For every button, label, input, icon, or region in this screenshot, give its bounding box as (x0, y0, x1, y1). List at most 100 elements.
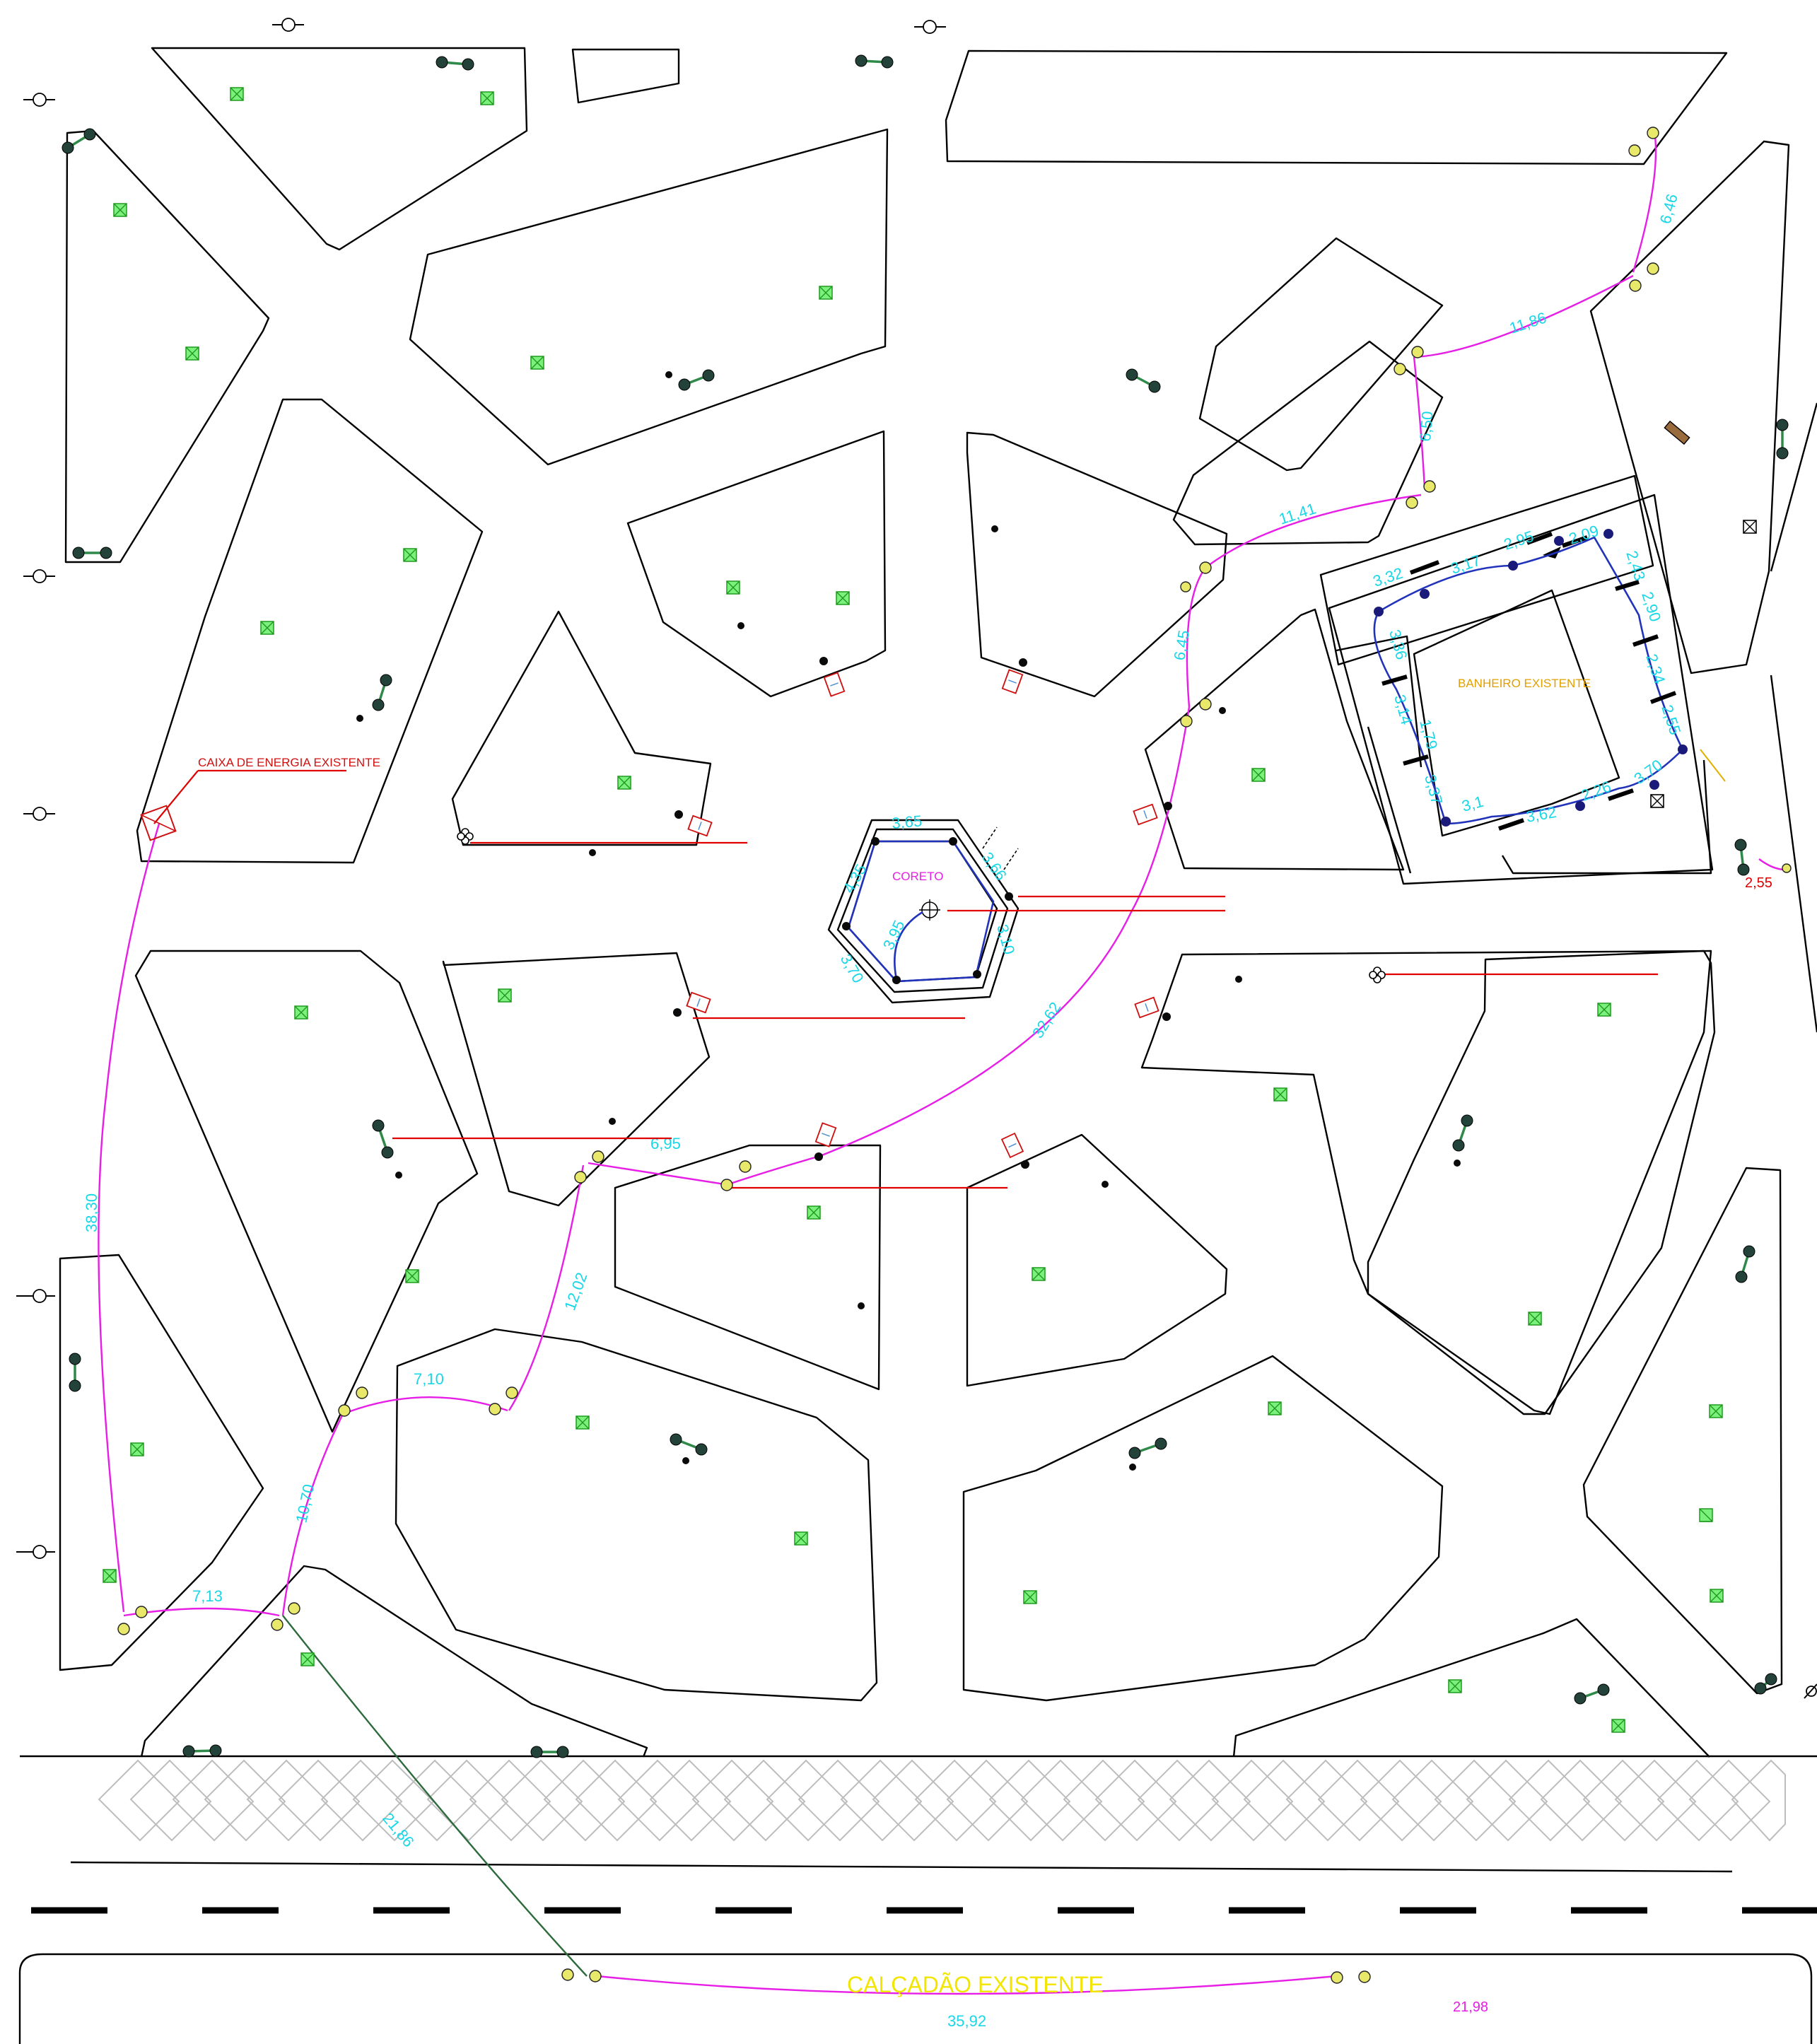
dim-11-41: 11,41 (1277, 499, 1319, 527)
double-lamp-post-icon (1452, 1114, 1473, 1152)
trees (103, 87, 1724, 1733)
bench-icon (1664, 420, 1690, 445)
dim-bath-3-1: 3,1 (1460, 793, 1485, 815)
tree-box-icon (794, 1531, 808, 1546)
tree-box-icon (1709, 1404, 1723, 1418)
double-lamp-post-icon (182, 1744, 222, 1758)
flower-icon (1369, 966, 1386, 983)
tree-box-icon (576, 1415, 590, 1430)
block-right-6 (1367, 950, 1716, 1415)
block-left-4 (59, 1254, 264, 1671)
double-lamp-post-icon (372, 1119, 394, 1159)
tree-box-icon (1597, 1003, 1611, 1017)
dim-2-55: 2,55 (1745, 875, 1772, 891)
yellow-lamp-icon (489, 1386, 518, 1415)
yellow-lamp-icon (720, 1160, 752, 1191)
block-right-edge (1770, 402, 1817, 572)
power-box-icon (1650, 794, 1664, 808)
dim-bath-3-14: 3,14 (1391, 693, 1415, 727)
yellow-lamp-icon (1180, 698, 1212, 728)
double-lamp-post-icon (1128, 1437, 1167, 1459)
yellow-lamp-icon (338, 1386, 368, 1417)
paver-pattern (98, 1759, 1786, 1842)
yellow-lamp-icon (1331, 1970, 1371, 1984)
double-lamp-post-icon (1776, 419, 1789, 460)
tree-box-icon (1032, 1267, 1046, 1281)
street (18, 1755, 1817, 2044)
dim-6-50: 6,50 (1416, 411, 1437, 443)
tree-box-icon (103, 1569, 117, 1583)
tree-box-icon (1528, 1312, 1542, 1326)
dim-bath-3-17: 3,17 (1449, 551, 1483, 578)
dim-bath-2-55: 2,55 (1658, 703, 1684, 737)
sign-box-icon (1000, 1132, 1024, 1159)
double-lamp-post-icon (436, 56, 474, 71)
block-mid-3 (451, 610, 712, 846)
block-top-3 (945, 49, 1728, 165)
dim-coreto-3-95: 3,95 (880, 918, 908, 952)
tree-box-icon (130, 1442, 144, 1456)
block-right-2 (1589, 140, 1790, 674)
boundary-markers (16, 18, 1817, 1699)
yellow-lamp-icon (1199, 561, 1212, 574)
block-left-1 (64, 129, 270, 563)
block-mid-2 (966, 431, 1228, 698)
block-left-2 (136, 398, 484, 864)
sign-box-icon (814, 1122, 837, 1147)
tree-box-icon (1251, 768, 1266, 782)
dim-32-62: 32,62 (1029, 999, 1064, 1041)
block-left-5 (395, 1328, 878, 1702)
tree-box-icon (300, 1652, 315, 1666)
cable-lamps (117, 127, 1792, 1984)
dim-11-86: 11,86 (1507, 308, 1549, 337)
yellow-lamp-icon (271, 1602, 300, 1631)
yellow-lamp-icon (1782, 863, 1792, 873)
double-lamp-post-icon (530, 1746, 569, 1758)
dim-bath-2-90: 2,90 (1638, 590, 1664, 624)
block-bottom-2 (1232, 1618, 1710, 1758)
yellow-lamp-icon (1180, 581, 1191, 592)
tree-box-icon (530, 356, 544, 370)
dim-bath-3-32: 3,32 (1371, 564, 1405, 590)
garden-blocks (59, 47, 1817, 1758)
dim-bath-2-09: 2,09 (1567, 522, 1601, 548)
tree-box-icon (836, 591, 850, 605)
block-bottom-1 (140, 1565, 648, 1758)
coreto-label: CORETO (892, 870, 943, 883)
double-lamp-post-icon (670, 1433, 708, 1456)
tree-box-icon (185, 346, 199, 361)
double-lamp-post-icon (69, 1353, 81, 1392)
tree-box-icon (230, 87, 244, 101)
tree-box-icon (1710, 1589, 1724, 1603)
dim-12-02: 12,02 (561, 1270, 590, 1312)
dim-bath-3-36: 3,36 (1386, 628, 1410, 662)
tree-box-icon (1268, 1401, 1282, 1415)
block-top-1 (151, 47, 528, 251)
flower-icon (457, 828, 474, 845)
calcadao-label: CALÇADÃO EXISTENTE (847, 1972, 1104, 1997)
tree-box-icon (1611, 1719, 1625, 1733)
dim-bath-3-62: 3,62 (1525, 803, 1558, 826)
yellow-lamp-icon (1406, 480, 1436, 509)
tree-box-icon (1023, 1590, 1037, 1604)
dimension-labels: 6,46 11,86 6,50 11,41 6,45 32,62 38,30 6… (83, 192, 1772, 2030)
sign-box-icon (1133, 803, 1158, 826)
yellow-lamp-icon (574, 1150, 604, 1184)
dim-coreto-3-66: 3,66 (978, 849, 1010, 884)
yellow-lamp-icon (1629, 262, 1659, 292)
yellow-lamp-icon (1628, 127, 1659, 157)
double-lamp-post-icon (1574, 1683, 1610, 1705)
block-mid-5 (614, 1144, 882, 1391)
double-lamp-post-icon (372, 674, 392, 711)
bathroom-label: BANHEIRO EXISTENTE (1458, 677, 1591, 690)
block-right-3 (1172, 340, 1444, 546)
sign-box-icon (1134, 996, 1159, 1019)
dim-6-45: 6,45 (1170, 629, 1193, 662)
lamp-posts (62, 54, 1789, 1758)
dim-bath-2-26: 2,26 (1579, 778, 1613, 805)
block-left-3 (134, 950, 479, 1433)
small-fixtures (356, 371, 1461, 1471)
caixa-energia-label: CAIXA DE ENERGIA EXISTENTE (198, 756, 380, 769)
dim-coreto-3-65: 3,65 (891, 812, 923, 832)
